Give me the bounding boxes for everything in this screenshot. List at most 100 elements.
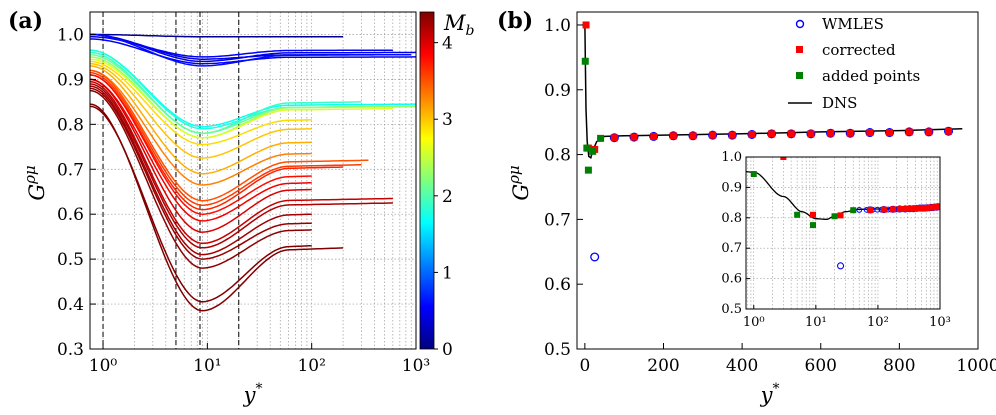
colorbar-tick-label: 0	[442, 340, 453, 360]
data-point	[905, 128, 913, 136]
inset-data-point	[934, 203, 940, 210]
series-line	[90, 60, 312, 146]
data-point	[583, 144, 591, 152]
data-point	[846, 129, 854, 137]
panel-b-y-ticks: 0.5 0.6 0.7 0.8 0.9 1.0	[544, 16, 583, 360]
series-line	[90, 65, 312, 175]
data-point	[709, 131, 717, 139]
y-tick-label: 0.5	[544, 340, 571, 360]
data-point	[649, 131, 659, 141]
y-tick-label: 0.4	[57, 295, 84, 315]
data-point	[787, 130, 795, 138]
data-point	[806, 129, 816, 139]
dns-line	[584, 24, 963, 159]
legend-wmles-marker	[795, 19, 805, 29]
colorbar-tick-label: 4	[442, 34, 453, 54]
panel-b-inset-background	[746, 157, 940, 309]
data-point	[630, 133, 638, 141]
inset-x-tick-label: 10³	[929, 315, 951, 330]
y-tick-label: 0.7	[57, 160, 84, 180]
inset-data-point	[809, 211, 816, 218]
inset-data-point	[794, 211, 801, 218]
inset-data-point	[850, 207, 857, 214]
inset-y-tick-label: 0.5	[721, 302, 742, 317]
data-point	[886, 129, 894, 137]
series-line	[90, 74, 312, 215]
data-point	[597, 134, 605, 142]
inset-data-point	[896, 205, 903, 212]
data-point	[668, 131, 678, 141]
panel-b-plot	[581, 21, 963, 262]
series-line	[90, 89, 312, 269]
panel-a-grid	[90, 12, 416, 349]
data-point	[708, 130, 718, 140]
series-line	[90, 78, 312, 222]
panel-b-label: (b)	[497, 8, 533, 34]
inset-y-tick-label: 0.6	[721, 272, 742, 287]
legend-corrected-label: corrected	[822, 41, 896, 59]
data-point	[885, 128, 895, 138]
inset-data-point	[880, 206, 887, 213]
panel-b-x-ticks: 0 200 400 600 800 1000	[579, 343, 996, 376]
series-line	[90, 69, 312, 186]
panel-a-x-axis-label: y*	[243, 381, 263, 407]
series-line	[90, 62, 312, 159]
panel-b-inset-plot	[746, 157, 940, 270]
y-tick-label: 0.7	[544, 210, 571, 230]
series-line	[90, 33, 412, 67]
inset-x-tick-label: 10²	[867, 315, 889, 330]
series-line	[90, 85, 312, 256]
x-tick-label: 1000	[956, 356, 996, 376]
panel-b-y-axis-label: Gρμ	[505, 165, 533, 200]
series-line	[90, 105, 312, 303]
panel-a-y-axis-label: Gρμ	[21, 165, 49, 200]
legend-added-points-marker	[796, 72, 803, 79]
panel-a-colorbar	[419, 11, 435, 350]
inset-y-tick-label: 0.7	[721, 241, 742, 256]
inset-data-point	[750, 171, 757, 178]
panel-b-inset-y-ticks: 0.5 0.6 0.7 0.8 0.9 1.0	[721, 150, 750, 317]
panel-a-label: (a)	[8, 8, 43, 34]
series-line	[90, 71, 362, 206]
series-line	[90, 38, 416, 65]
data-point	[581, 57, 589, 65]
inset-data-point	[902, 205, 909, 212]
data-point	[688, 131, 698, 141]
data-point	[584, 166, 592, 174]
colorbar-tick-label: 2	[442, 187, 453, 207]
data-point	[609, 133, 619, 143]
y-tick-label: 1.0	[544, 16, 571, 36]
data-point	[590, 252, 600, 262]
x-tick-label: 10³	[402, 356, 430, 376]
panel-b-inset-x-ticks: 10⁰ 10¹ 10² 10³	[743, 305, 951, 330]
series-line	[90, 69, 369, 202]
y-tick-label: 0.9	[57, 70, 84, 90]
y-tick-label: 0.9	[544, 81, 571, 101]
series-line	[90, 33, 416, 63]
data-point	[866, 129, 874, 137]
series-line	[90, 51, 362, 135]
inset-data-point	[831, 213, 838, 220]
series-line	[90, 35, 393, 58]
data-point	[845, 128, 855, 138]
data-point	[768, 130, 776, 138]
inset-data-point	[890, 206, 897, 213]
data-point	[610, 134, 618, 142]
data-point	[944, 126, 954, 136]
panel-a-y-ticks: 0.3 0.4 0.5 0.6 0.7 0.8 0.9 1.0	[57, 25, 96, 360]
series-line	[90, 49, 416, 128]
colorbar-tick-label: 3	[442, 110, 453, 130]
y-tick-label: 0.3	[57, 340, 84, 360]
inset-data-point	[874, 206, 881, 213]
legend-corrected-marker	[796, 46, 803, 53]
data-point	[945, 127, 953, 135]
panel-b-x-axis-label: y*	[760, 381, 780, 407]
x-tick-label: 0	[579, 356, 590, 376]
data-point	[807, 130, 815, 138]
data-point	[747, 129, 757, 139]
y-tick-label: 0.8	[57, 115, 84, 135]
x-tick-label: 200	[647, 356, 679, 376]
inset-data-point	[910, 205, 917, 212]
panel-a-colorbar-label: Mb	[443, 11, 475, 39]
